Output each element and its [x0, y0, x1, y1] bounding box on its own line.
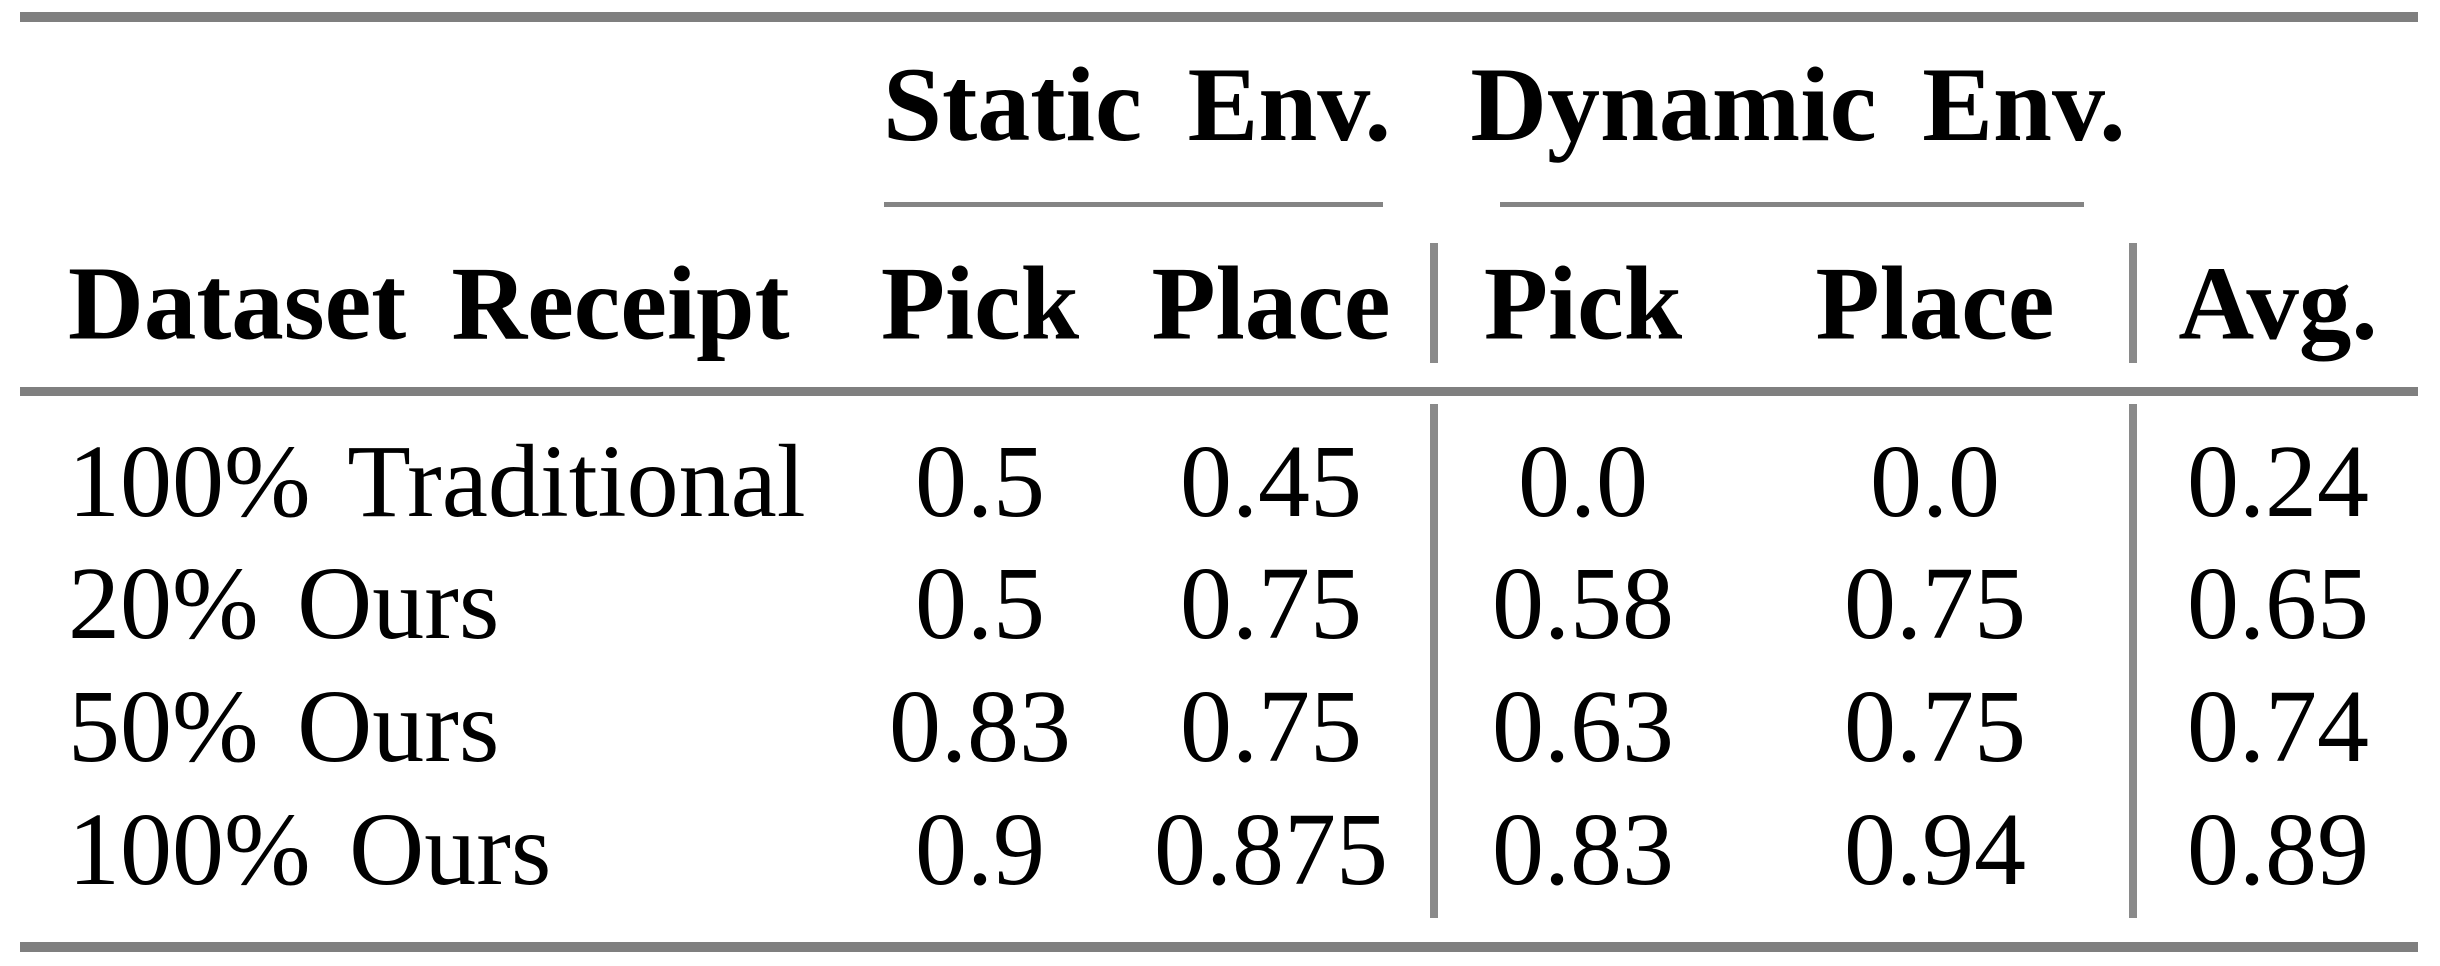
- cell-dynamic-place: 0.75: [1844, 546, 2026, 661]
- table-header-rule: [20, 387, 2418, 396]
- cell-dynamic-place: 0.75: [1844, 669, 2026, 784]
- header-static-place: Place: [1151, 244, 1391, 362]
- cell-dynamic-pick: 0.63: [1492, 669, 1674, 784]
- table-top-rule: [20, 12, 2418, 22]
- header-avg: Avg.: [2178, 244, 2378, 362]
- cell-static-place: 0.45: [1180, 424, 1362, 539]
- row-label: 100% Traditional: [68, 424, 806, 539]
- cell-dynamic-pick: 0.83: [1492, 792, 1674, 907]
- cell-static-place: 0.75: [1180, 546, 1362, 661]
- row-label: 50% Ours: [68, 669, 500, 784]
- cell-avg: 0.89: [2187, 792, 2369, 907]
- cell-static-place: 0.75: [1180, 669, 1362, 784]
- cell-avg: 0.65: [2187, 546, 2369, 661]
- column-group-static-env: Static Env.: [883, 46, 1391, 163]
- header-dataset-receipt: Dataset Receipt: [68, 244, 790, 362]
- header-static-pick: Pick: [880, 244, 1080, 362]
- header-dynamic-pick: Pick: [1483, 244, 1683, 362]
- header-dynamic-place: Place: [1815, 244, 2055, 362]
- divider-dynamic-avg-body: [2129, 404, 2137, 918]
- row-label: 20% Ours: [68, 546, 500, 661]
- cell-static-pick: 0.5: [915, 424, 1045, 539]
- divider-dynamic-avg-header: [2129, 243, 2137, 363]
- static-env-cmidrule: [884, 202, 1383, 207]
- cell-dynamic-pick: 0.58: [1492, 546, 1674, 661]
- cell-dynamic-place: 0.94: [1844, 792, 2026, 907]
- dynamic-env-cmidrule: [1500, 202, 2084, 207]
- divider-static-dynamic-body: [1430, 404, 1438, 918]
- cell-static-place: 0.875: [1154, 792, 1388, 907]
- table-bottom-rule: [20, 942, 2418, 952]
- cell-static-pick: 0.83: [889, 669, 1071, 784]
- row-label: 100% Ours: [68, 792, 552, 907]
- cell-avg: 0.74: [2187, 669, 2369, 784]
- cell-dynamic-place: 0.0: [1870, 424, 2000, 539]
- cell-static-pick: 0.9: [915, 792, 1045, 907]
- column-group-dynamic-env: Dynamic Env.: [1470, 46, 2126, 163]
- cell-static-pick: 0.5: [915, 546, 1045, 661]
- cell-dynamic-pick: 0.0: [1518, 424, 1648, 539]
- divider-static-dynamic-header: [1430, 243, 1438, 363]
- cell-avg: 0.24: [2187, 424, 2369, 539]
